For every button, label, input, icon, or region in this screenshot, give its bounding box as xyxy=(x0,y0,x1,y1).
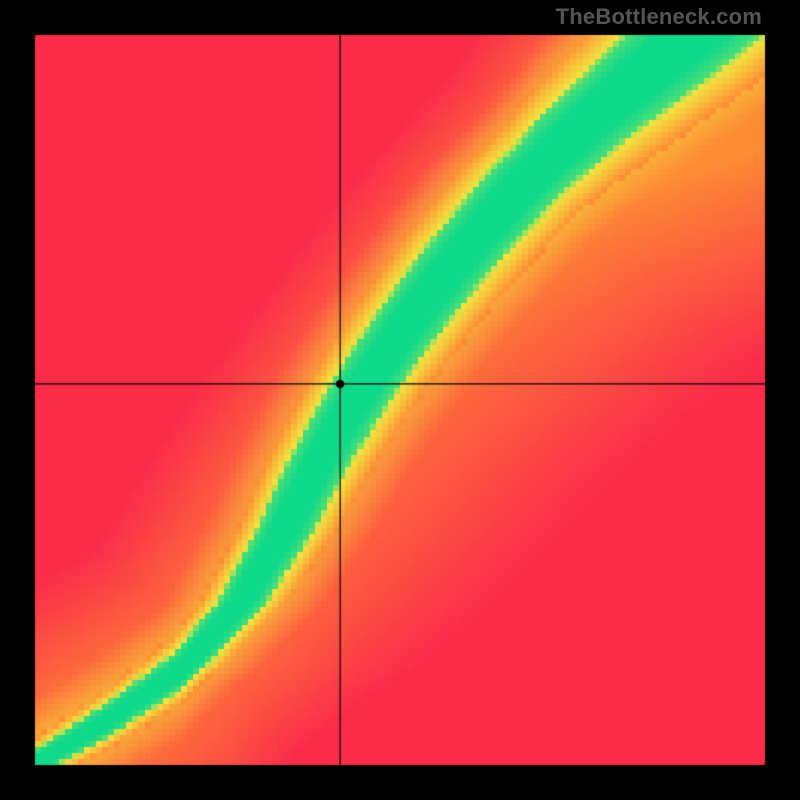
attribution-label: TheBottleneck.com xyxy=(556,4,762,30)
crosshair-overlay xyxy=(0,0,800,800)
